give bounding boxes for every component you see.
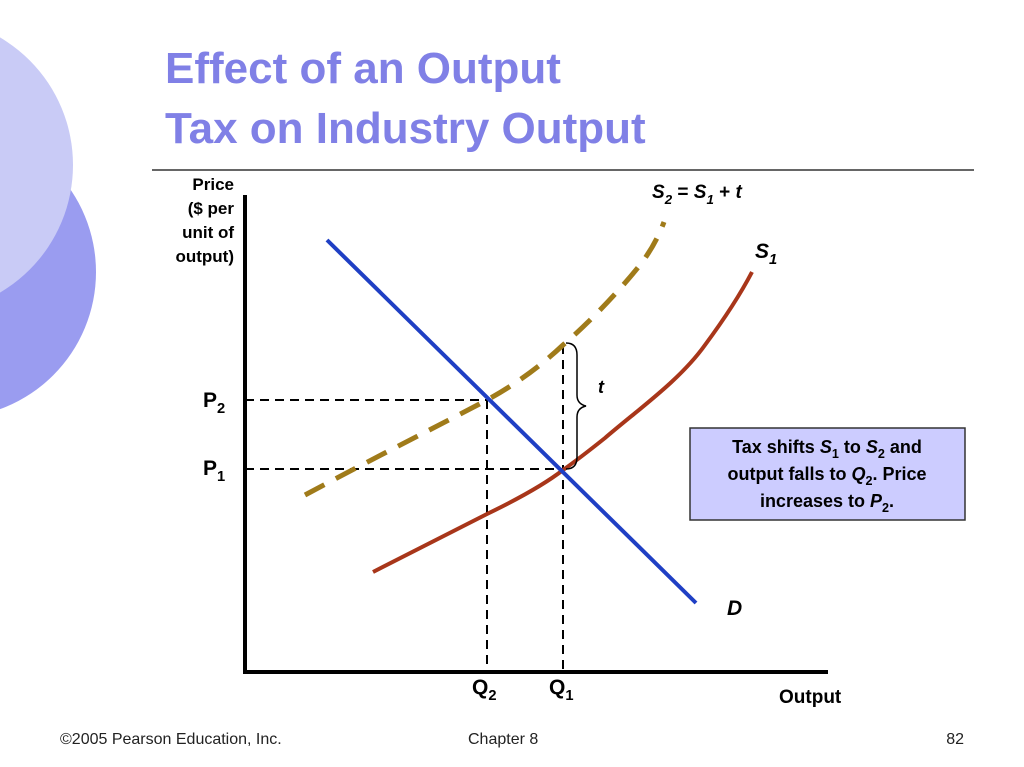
- title-line: Effect of an Output: [165, 44, 561, 93]
- supply-curve-2: [303, 221, 667, 498]
- footer: ©2005 Pearson Education, Inc. Chapter 8 …: [60, 731, 964, 748]
- note-line: increases to P2.: [760, 491, 894, 515]
- note-line: output falls to Q2. Price: [727, 464, 926, 488]
- supply-curve-1: [372, 271, 754, 574]
- title-line: Tax on Industry Output: [165, 104, 646, 153]
- s1-label: S1: [755, 240, 777, 268]
- footer-right: 82: [946, 731, 964, 748]
- q1-label: Q1: [549, 676, 574, 704]
- x-axis-label: Output: [779, 687, 842, 708]
- y-axis-label-line: output): [175, 247, 234, 266]
- q2-label: Q2: [472, 676, 497, 704]
- demand-label: D: [727, 597, 742, 620]
- footer-center: Chapter 8: [468, 731, 538, 748]
- s2-label: S2 = S1 + t: [652, 182, 743, 207]
- tax-label: t: [598, 377, 605, 397]
- demand-curve: [325, 238, 698, 605]
- guides: [245, 345, 564, 672]
- decor-circle: [0, 37, 73, 293]
- y-axis-label: Price ($ per unit of output): [175, 175, 234, 266]
- tax-brace: [565, 342, 587, 470]
- y-axis-label-line: unit of: [182, 223, 234, 242]
- note-line: Tax shifts S1 to S2 and: [732, 437, 922, 461]
- decoration: [0, 37, 96, 410]
- labels: P2 P1 Q2 Q1 D S1 S2 = S1 + t Output: [203, 182, 842, 708]
- note-box: [689, 427, 966, 521]
- note: Tax shifts S1 to S2 and output falls to …: [727, 437, 926, 515]
- p2-label: P2: [203, 389, 225, 417]
- p1-label: P1: [203, 457, 225, 485]
- footer-left: ©2005 Pearson Education, Inc.: [60, 731, 282, 748]
- y-axis-label-line: ($ per: [188, 199, 235, 218]
- y-axis-label-line: Price: [192, 175, 234, 194]
